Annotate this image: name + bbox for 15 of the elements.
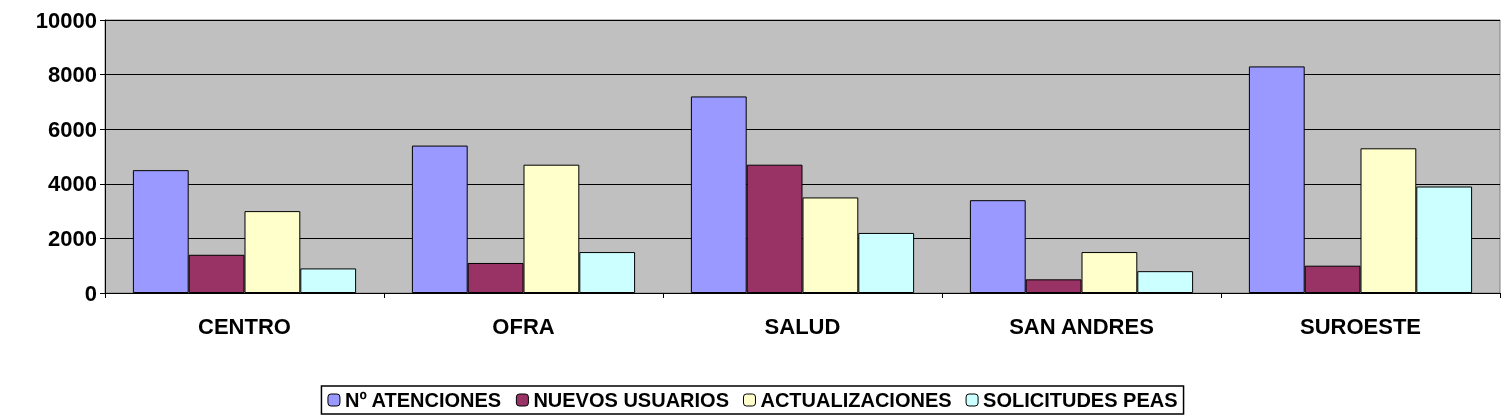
x-tick-label: SALUD <box>764 313 841 339</box>
legend-label: Nº ATENCIONES <box>344 389 502 411</box>
legend-label: ACTUALIZACIONES <box>760 389 952 411</box>
x-tick-label: CENTRO <box>198 313 291 339</box>
x-tick-label: SAN ANDRES <box>1009 313 1154 339</box>
legend-label: SOLICITUDES PEAS <box>983 389 1178 411</box>
x-tick-label: SUROESTE <box>1299 313 1422 339</box>
y-tick-label: 10000 <box>35 7 97 33</box>
y-tick-label: 2000 <box>48 225 97 251</box>
y-tick-label: 0 <box>84 280 97 306</box>
y-tick-label: 8000 <box>48 62 97 88</box>
x-tick-label: OFRA <box>492 313 555 339</box>
legend-label: NUEVOS USUARIOS <box>533 389 729 411</box>
y-tick-label: 4000 <box>48 171 97 197</box>
y-tick-label: 6000 <box>48 116 97 142</box>
